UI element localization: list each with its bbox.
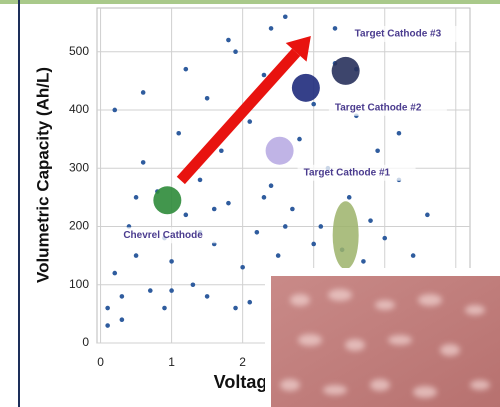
- x-tick-label: 1: [168, 355, 175, 369]
- point: [105, 305, 110, 311]
- point: [318, 224, 324, 229]
- y-tick-label: 300: [69, 160, 89, 174]
- y-axis-label: Volumetric Capacity (Ah/L): [33, 67, 52, 283]
- point: [119, 294, 125, 299]
- label-box: [328, 99, 447, 116]
- point: [105, 323, 110, 328]
- point: [112, 107, 118, 113]
- point: [204, 294, 210, 299]
- point: [290, 206, 295, 212]
- y-tick-label: 0: [82, 335, 89, 349]
- point: [282, 14, 288, 20]
- point: [261, 72, 267, 78]
- point: [162, 305, 167, 311]
- point: [268, 26, 274, 31]
- point: [382, 235, 388, 241]
- point: [346, 195, 352, 200]
- point: [247, 119, 253, 124]
- point: [233, 305, 238, 311]
- point: [396, 130, 402, 136]
- inset-image: [265, 268, 500, 407]
- point: [226, 37, 231, 43]
- label-box: [348, 25, 467, 42]
- point: [169, 288, 174, 293]
- point: [133, 253, 139, 258]
- label-box: [117, 227, 236, 244]
- point: [247, 299, 253, 305]
- highlight-ellipse: [332, 201, 359, 270]
- point: [197, 177, 203, 183]
- y-tick-label: 400: [69, 102, 89, 116]
- arrow-shaft: [176, 48, 301, 185]
- point: [211, 206, 217, 212]
- annotation-label: Target Cathode #3: [355, 29, 442, 40]
- point: [147, 288, 153, 293]
- y-tick-label: 500: [69, 44, 89, 58]
- cathode-marker: [291, 73, 320, 102]
- point: [268, 183, 274, 188]
- point: [140, 90, 146, 95]
- point: [169, 259, 174, 264]
- point: [176, 130, 182, 136]
- point: [297, 136, 302, 142]
- annotation-label: Chevrel Cathode: [123, 230, 203, 241]
- x-tick-label: 0: [97, 355, 104, 369]
- point: [282, 224, 288, 229]
- point: [425, 212, 430, 218]
- point: [311, 101, 316, 107]
- y-tick-label: 200: [69, 219, 89, 233]
- point: [140, 160, 146, 165]
- point: [190, 282, 196, 288]
- point: [361, 259, 366, 264]
- point: [183, 66, 189, 72]
- point: [204, 96, 210, 101]
- x-tick-label: 2: [239, 355, 246, 369]
- point: [332, 26, 338, 31]
- annotation-label: Target Cathode #1: [304, 167, 391, 178]
- annotation-label: Target Cathode #2: [335, 102, 422, 113]
- left-border: [18, 0, 20, 407]
- point: [410, 253, 416, 258]
- cathode-marker: [265, 136, 294, 165]
- point: [133, 195, 139, 200]
- arrow-head: [285, 35, 311, 62]
- cathode-marker: [153, 186, 182, 215]
- point: [119, 317, 125, 322]
- point: [261, 195, 267, 200]
- point: [183, 212, 189, 218]
- point: [219, 148, 224, 154]
- point: [375, 148, 380, 154]
- cathode-marker: [331, 56, 360, 85]
- point: [311, 241, 316, 247]
- top-border: [0, 0, 500, 4]
- point: [240, 264, 245, 270]
- inset-texture: [280, 289, 490, 398]
- point: [226, 200, 231, 206]
- point: [112, 270, 118, 276]
- y-tick-label: 100: [69, 277, 89, 291]
- point: [368, 218, 373, 223]
- point: [254, 230, 260, 235]
- label-box: [297, 164, 416, 181]
- point: [233, 49, 238, 54]
- point: [275, 253, 281, 258]
